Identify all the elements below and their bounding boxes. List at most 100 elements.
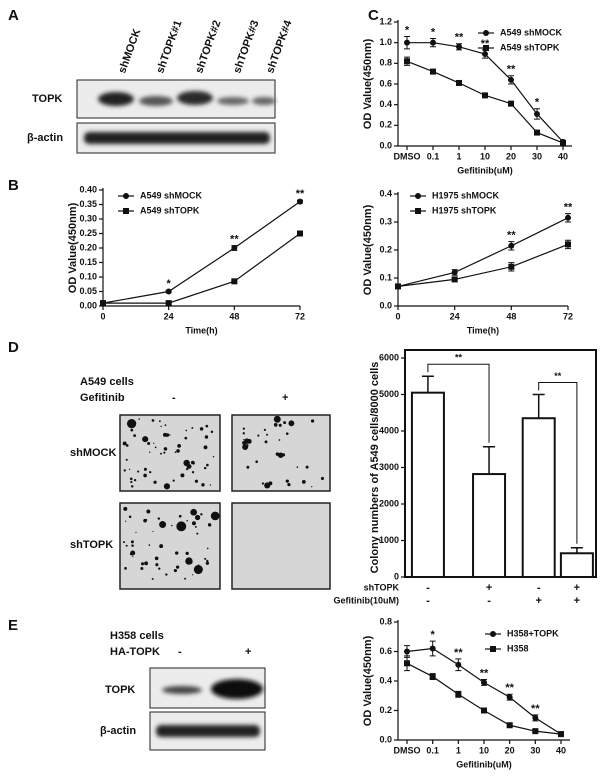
colony-panel: A549 cells Gefitinib - + shMOCK shTOPK	[70, 376, 288, 551]
row-label: shTOPK	[70, 539, 113, 551]
column-label: +	[282, 392, 288, 404]
marker	[404, 39, 410, 46]
colony	[180, 473, 185, 478]
row-value: -	[426, 582, 430, 594]
y-axis-label: Colony numbers of A549 cells/8000 cells	[369, 362, 381, 574]
colony-well	[119, 502, 221, 590]
colony	[131, 485, 134, 488]
x-tick-label: 48	[229, 311, 239, 321]
column-label: +	[245, 646, 251, 658]
marker	[482, 51, 488, 58]
colony	[154, 446, 157, 449]
colony	[242, 441, 246, 445]
colony	[191, 427, 194, 429]
y-tick-label: 0	[394, 571, 399, 581]
y-tick-label: 0.15	[79, 257, 97, 267]
colony	[273, 423, 278, 427]
band	[156, 725, 260, 737]
marker	[123, 193, 129, 199]
y-tick-label: 0.25	[79, 228, 97, 238]
colony	[171, 524, 173, 527]
colony	[200, 513, 203, 516]
marker	[456, 79, 462, 86]
significance: *	[535, 97, 540, 109]
colony	[133, 434, 137, 437]
row-label: shTOPK	[364, 582, 400, 592]
marker	[429, 673, 436, 680]
colony	[175, 565, 180, 569]
significance: **	[454, 647, 463, 659]
colony	[184, 577, 187, 580]
y-tick-label: 0.0	[379, 300, 392, 310]
marker	[534, 110, 540, 117]
marker	[482, 92, 488, 99]
colony	[158, 420, 161, 423]
colony	[310, 419, 315, 423]
marker	[165, 300, 172, 307]
marker	[455, 691, 462, 698]
colony	[152, 530, 154, 533]
series-line	[102, 201, 301, 304]
colony	[206, 559, 209, 563]
colony	[209, 484, 212, 486]
band	[139, 96, 173, 106]
colony	[203, 466, 207, 470]
colony	[264, 482, 271, 489]
colony	[194, 479, 199, 483]
colony	[204, 557, 207, 560]
y-tick-label: 1.2	[379, 16, 392, 26]
marker	[404, 660, 410, 667]
legend-label: H358+TOPK	[507, 628, 559, 638]
colony	[129, 477, 133, 481]
band	[252, 97, 276, 105]
x-tick-label: 30	[530, 745, 540, 755]
marker	[506, 722, 513, 729]
colony	[122, 441, 127, 446]
colony	[242, 427, 245, 430]
marker	[560, 139, 566, 146]
significance: **	[564, 202, 573, 214]
colony	[257, 434, 260, 437]
marker	[455, 661, 462, 668]
colony	[165, 433, 170, 437]
lane-label: shTOPK#4	[264, 18, 295, 75]
colony	[125, 444, 129, 447]
marker	[404, 58, 410, 65]
colony	[174, 451, 177, 453]
y-tick-label: 0.20	[79, 242, 97, 252]
colony	[123, 506, 128, 511]
marker	[451, 269, 458, 276]
y-tick-label: 0.05	[79, 286, 97, 296]
colony	[130, 480, 133, 484]
x-tick-label: 24	[164, 311, 174, 321]
colony	[301, 479, 306, 484]
marker	[100, 300, 106, 307]
colony	[185, 551, 189, 556]
y-tick-label: 0.4	[379, 188, 392, 198]
colony	[159, 521, 167, 529]
colony	[130, 428, 134, 432]
significance: **	[296, 188, 305, 200]
bar	[410, 391, 445, 578]
colony	[190, 460, 195, 465]
lane-label: shTOPK#3	[231, 19, 261, 75]
colony	[185, 467, 189, 471]
row-value: +	[574, 582, 580, 594]
x-tick-label: 30	[532, 151, 542, 161]
colony	[210, 430, 214, 434]
lane-label: shTOPK#2	[193, 19, 223, 75]
cell-line: H358 cells	[110, 630, 164, 642]
panel-label: D	[8, 339, 19, 356]
colony	[155, 563, 159, 567]
colony	[123, 541, 125, 544]
colony	[205, 561, 210, 565]
colony	[145, 519, 148, 521]
colony	[160, 425, 162, 428]
colony	[128, 468, 131, 471]
band	[84, 132, 270, 144]
colony	[275, 452, 280, 456]
colony	[273, 415, 281, 423]
significance: **	[507, 64, 516, 76]
panel-label: E	[8, 617, 18, 634]
